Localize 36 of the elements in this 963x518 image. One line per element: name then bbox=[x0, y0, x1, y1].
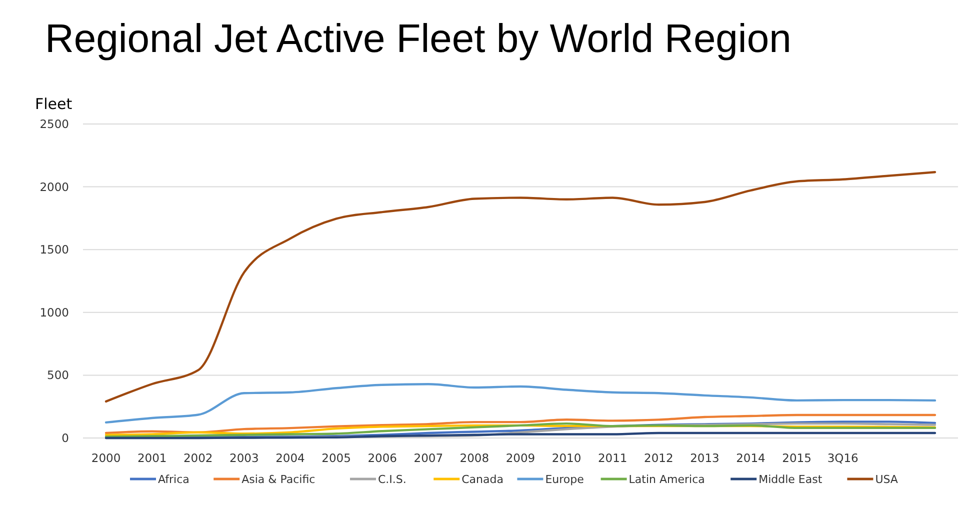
chart-title: Regional Jet Active Fleet by World Region bbox=[45, 17, 792, 61]
x-tick-label: 2004 bbox=[276, 451, 305, 465]
x-tick-label: 2013 bbox=[690, 451, 720, 465]
x-tick-label: 2011 bbox=[598, 451, 628, 465]
x-tick-label: 2002 bbox=[183, 451, 213, 465]
y-tick-label: 500 bbox=[47, 368, 69, 382]
line-series bbox=[104, 383, 936, 424]
legend-label: Latin America bbox=[628, 473, 705, 486]
x-tick-label: 3Q16 bbox=[827, 451, 858, 465]
legend-label: Canada bbox=[462, 473, 504, 486]
legend-label: Europe bbox=[545, 473, 584, 486]
line-series bbox=[104, 171, 936, 403]
x-tick-label: 2009 bbox=[506, 451, 536, 465]
legend-label: Middle East bbox=[758, 473, 823, 486]
x-tick-label: 2003 bbox=[230, 451, 259, 465]
line-series bbox=[104, 414, 936, 434]
legend-label: Africa bbox=[158, 473, 190, 486]
x-tick-label: 2005 bbox=[322, 451, 351, 465]
legend-label: Asia & Pacific bbox=[242, 473, 316, 486]
x-tick-label: 2001 bbox=[137, 451, 167, 465]
x-tick-label: 2008 bbox=[460, 451, 490, 465]
y-tick-label: 2500 bbox=[40, 117, 69, 131]
x-tick-label: 2000 bbox=[91, 451, 121, 465]
x-tick-label: 2006 bbox=[368, 451, 397, 465]
x-tick-label: 2010 bbox=[552, 451, 582, 465]
y-tick-label: 2000 bbox=[40, 180, 69, 194]
x-tick-label: 2014 bbox=[736, 451, 766, 465]
legend-label: USA bbox=[875, 473, 898, 486]
y-tick-label: 0 bbox=[62, 431, 69, 445]
y-tick-label: 1000 bbox=[40, 305, 69, 320]
x-tick-label: 2015 bbox=[782, 451, 812, 465]
y-axis-title: Fleet bbox=[35, 95, 72, 113]
y-tick-label: 1500 bbox=[40, 242, 69, 257]
x-tick-label: 2007 bbox=[414, 451, 444, 465]
x-tick-label: 2012 bbox=[644, 451, 674, 465]
legend-label: C.I.S. bbox=[378, 473, 406, 486]
